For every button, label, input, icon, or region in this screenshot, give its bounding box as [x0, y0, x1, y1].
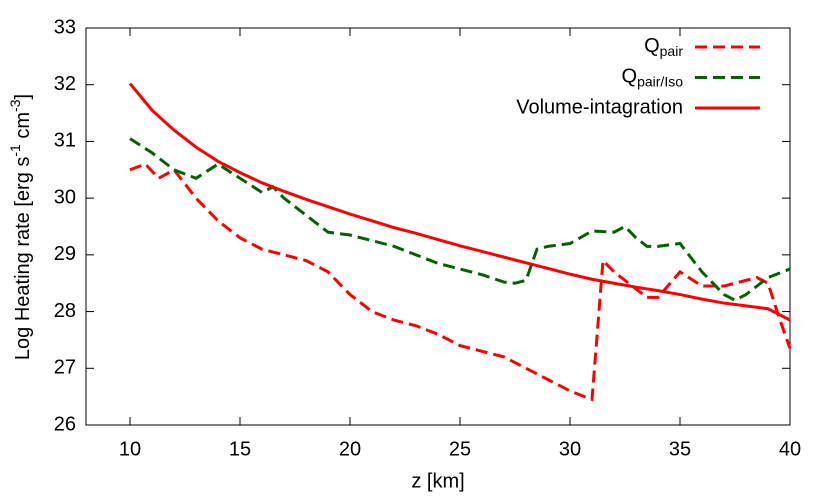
- x-axis-label: z [km]: [411, 470, 464, 492]
- y-tick-label: 31: [54, 130, 76, 152]
- x-tick-label: 35: [669, 438, 691, 460]
- x-tick-label: 15: [229, 438, 251, 460]
- y-tick-label: 29: [54, 243, 76, 265]
- x-tick-label: 10: [119, 438, 141, 460]
- y-tick-label: 33: [54, 16, 76, 38]
- y-tick-label: 27: [54, 357, 76, 379]
- series-line: [129, 137, 791, 302]
- x-tick-label: 30: [559, 438, 581, 460]
- x-tick-label: 25: [449, 438, 471, 460]
- y-axis-label: Log Heating rate [erg s-1 cm-3]: [7, 94, 35, 360]
- legend-label: Qpair: [644, 35, 683, 58]
- y-tick-label: 32: [54, 73, 76, 95]
- legend-subscript: pair: [660, 43, 684, 59]
- y-tick-label: 26: [54, 413, 76, 435]
- legend-label: Volume-intagration: [516, 96, 683, 118]
- legend-label: Qpair/Iso: [622, 66, 684, 89]
- y-tick-label: 28: [54, 300, 76, 322]
- x-tick-label: 20: [339, 438, 361, 460]
- plot-frame: [85, 27, 791, 426]
- legend-subscript: pair/Iso: [637, 73, 683, 89]
- y-tick-label: 30: [54, 186, 76, 208]
- x-tick-label: 40: [779, 438, 801, 460]
- series-line: [129, 162, 792, 402]
- series-line: [128, 82, 791, 322]
